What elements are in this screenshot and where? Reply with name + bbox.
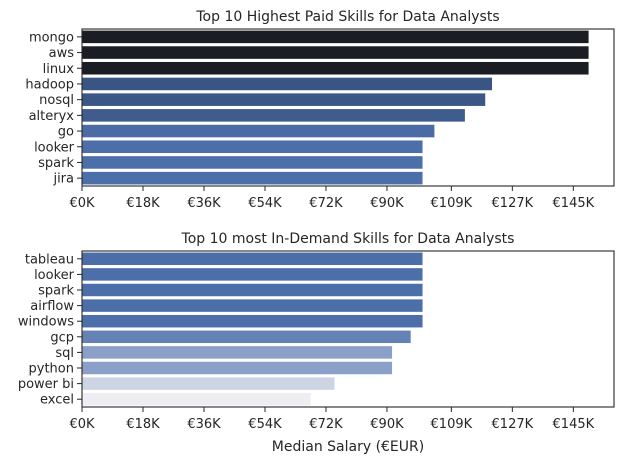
bar-looker: [82, 140, 423, 154]
bar-gcp: [82, 330, 411, 344]
y-tick-label: power bi: [18, 377, 74, 392]
x-tick-label: €90K: [370, 417, 404, 432]
y-tick-label: sql: [55, 346, 74, 361]
bar-nosql: [82, 93, 486, 106]
x-tick-label: €72K: [309, 196, 343, 211]
y-tick-label: go: [58, 125, 74, 140]
chart-title: Top 10 Highest Paid Skills for Data Anal…: [195, 9, 499, 25]
x-tick-label: €18K: [126, 196, 160, 211]
x-tick-label: €54K: [248, 417, 282, 432]
x-tick-label: €0K: [69, 417, 95, 432]
y-tick-label: spark: [38, 156, 74, 171]
bar-tableau: [82, 252, 423, 266]
x-tick-label: €127K: [492, 417, 534, 432]
y-tick-label: windows: [18, 315, 74, 330]
x-tick-label: €145K: [553, 196, 595, 211]
y-tick-label: tableau: [25, 252, 74, 267]
y-tick-label: hadoop: [25, 77, 74, 92]
y-tick-label: mongo: [29, 30, 74, 45]
y-tick-label: airflow: [30, 299, 74, 314]
y-tick-label: python: [29, 362, 74, 377]
y-tick-label: aws: [49, 46, 75, 61]
y-tick-label: nosql: [39, 93, 74, 108]
bar-excel: [82, 392, 311, 406]
y-tick-label: excel: [40, 393, 74, 408]
bar-mongo: [82, 30, 589, 44]
x-tick-label: €109K: [431, 417, 473, 432]
x-tick-label: €54K: [248, 196, 282, 211]
bar-looker: [82, 268, 423, 281]
bar-airflow: [82, 299, 423, 312]
y-tick-label: spark: [38, 284, 74, 299]
bar-spark: [82, 156, 423, 169]
bar-jira: [82, 171, 423, 185]
x-tick-label: €0K: [69, 196, 95, 211]
bar-hadoop: [82, 77, 493, 91]
x-tick-label: €145K: [553, 417, 595, 432]
y-tick-label: looker: [34, 140, 75, 155]
bar-alteryx: [82, 109, 465, 122]
x-axis-label: Median Salary (€EUR): [272, 439, 424, 455]
bar-python: [82, 361, 393, 375]
chart-highest-paid: Top 10 Highest Paid Skills for Data Anal…: [25, 9, 615, 211]
y-tick-label: jira: [52, 172, 74, 187]
bar-linux: [82, 61, 589, 75]
x-tick-label: €90K: [370, 196, 404, 211]
y-tick-label: gcp: [50, 330, 74, 345]
x-tick-label: €36K: [187, 417, 221, 432]
bar-windows: [82, 314, 423, 328]
bar-power-bi: [82, 377, 335, 390]
chart-title: Top 10 most In-Demand Skills for Data An…: [181, 231, 515, 247]
plot-frame: [81, 28, 615, 187]
x-tick-label: €72K: [309, 417, 343, 432]
x-tick-label: €36K: [187, 196, 221, 211]
y-tick-label: linux: [43, 62, 75, 77]
bar-go: [82, 124, 435, 138]
chart-in-demand: Top 10 most In-Demand Skills for Data An…: [18, 231, 615, 455]
plot-frame: [81, 250, 615, 408]
y-tick-label: looker: [34, 268, 75, 283]
x-tick-label: €127K: [492, 196, 534, 211]
x-tick-label: €18K: [126, 417, 160, 432]
x-tick-label: €109K: [431, 196, 473, 211]
y-tick-label: alteryx: [29, 109, 75, 124]
bar-sql: [82, 346, 393, 359]
bar-aws: [82, 46, 589, 59]
bar-spark: [82, 283, 423, 297]
